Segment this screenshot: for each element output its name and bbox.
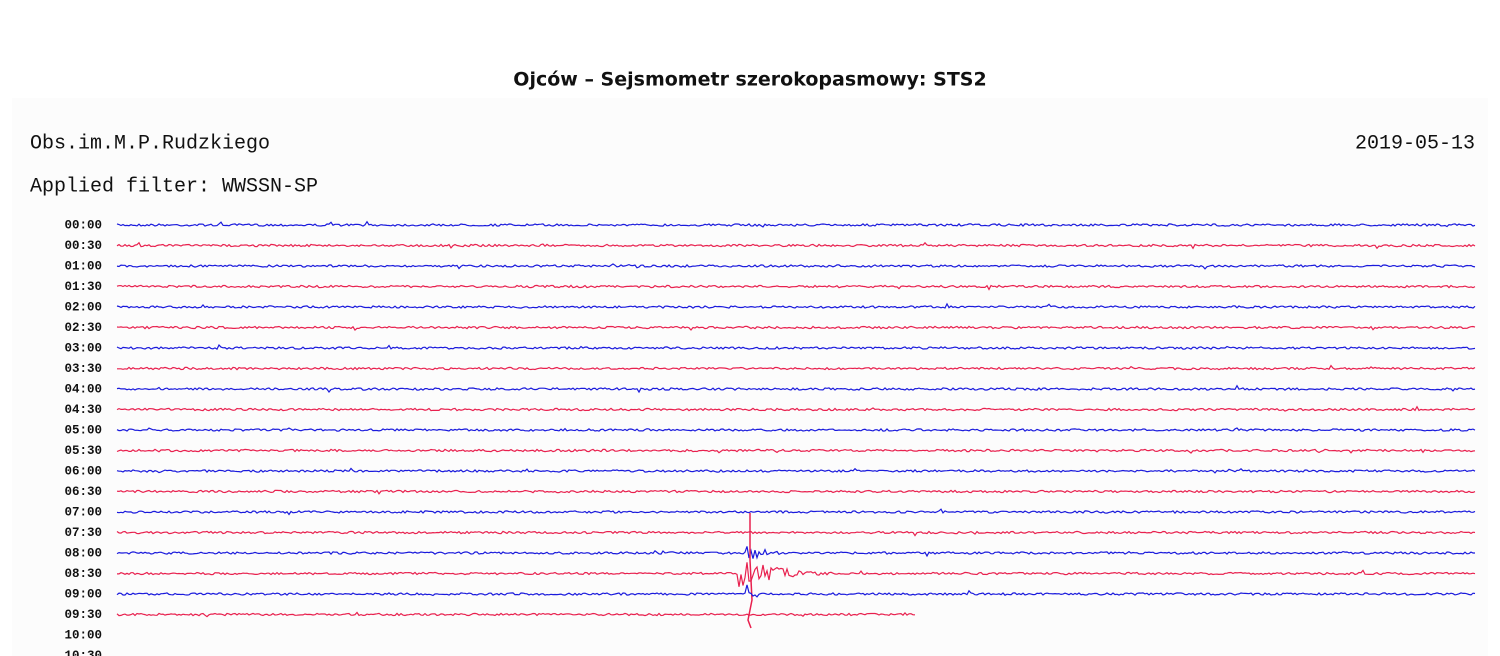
time-label: 00:30: [64, 239, 102, 253]
time-label: 06:30: [64, 485, 102, 499]
time-label: 09:00: [64, 587, 102, 601]
time-label: 10:00: [64, 628, 102, 642]
time-label: 07:30: [64, 526, 102, 540]
time-label: 04:00: [64, 382, 102, 396]
filter: Applied filter: WWSSN-SP: [30, 175, 318, 198]
trace: [117, 562, 1476, 587]
trace: [116, 611, 915, 618]
trace: [116, 263, 1476, 270]
trace: [116, 546, 1475, 560]
time-label: 02:30: [64, 321, 102, 335]
time-label: 06:00: [64, 464, 102, 478]
trace: [116, 530, 1476, 537]
time-label: 03:00: [64, 341, 102, 355]
trace: [116, 284, 1476, 291]
time-label: 07:00: [64, 505, 102, 519]
trace: [116, 241, 1476, 250]
trace: [117, 364, 1476, 371]
trace: [116, 448, 1476, 454]
trace: [116, 508, 1476, 516]
date: 2019-05-13: [1355, 132, 1475, 155]
trace: [116, 467, 1476, 474]
time-label: 01:30: [64, 280, 102, 294]
trace: [116, 405, 1476, 412]
time-label: 10:30: [64, 649, 102, 656]
page-title: Ojców – Sejsmometr szerokopasmowy: STS2: [513, 69, 986, 91]
time-label: 08:30: [64, 567, 102, 581]
time-label: 09:30: [64, 608, 102, 622]
trace: [116, 584, 1476, 598]
trace: [116, 343, 1476, 350]
time-label: 01:00: [64, 259, 102, 273]
time-label: 08:00: [64, 546, 102, 560]
trace: [116, 325, 1476, 332]
trace: [116, 302, 1476, 309]
time-label: 02:00: [64, 300, 102, 314]
station: Obs.im.M.P.Rudzkiego: [30, 132, 270, 155]
time-label: 05:00: [64, 423, 102, 437]
time-label: 04:30: [64, 403, 102, 417]
time-label: 03:30: [64, 362, 102, 376]
trace: [116, 489, 1476, 495]
time-label: 05:30: [64, 444, 102, 458]
time-label: 00:00: [64, 218, 102, 232]
event-spike: [747, 513, 753, 629]
trace: [116, 384, 1476, 394]
trace: [116, 220, 1476, 228]
trace: [116, 427, 1476, 432]
